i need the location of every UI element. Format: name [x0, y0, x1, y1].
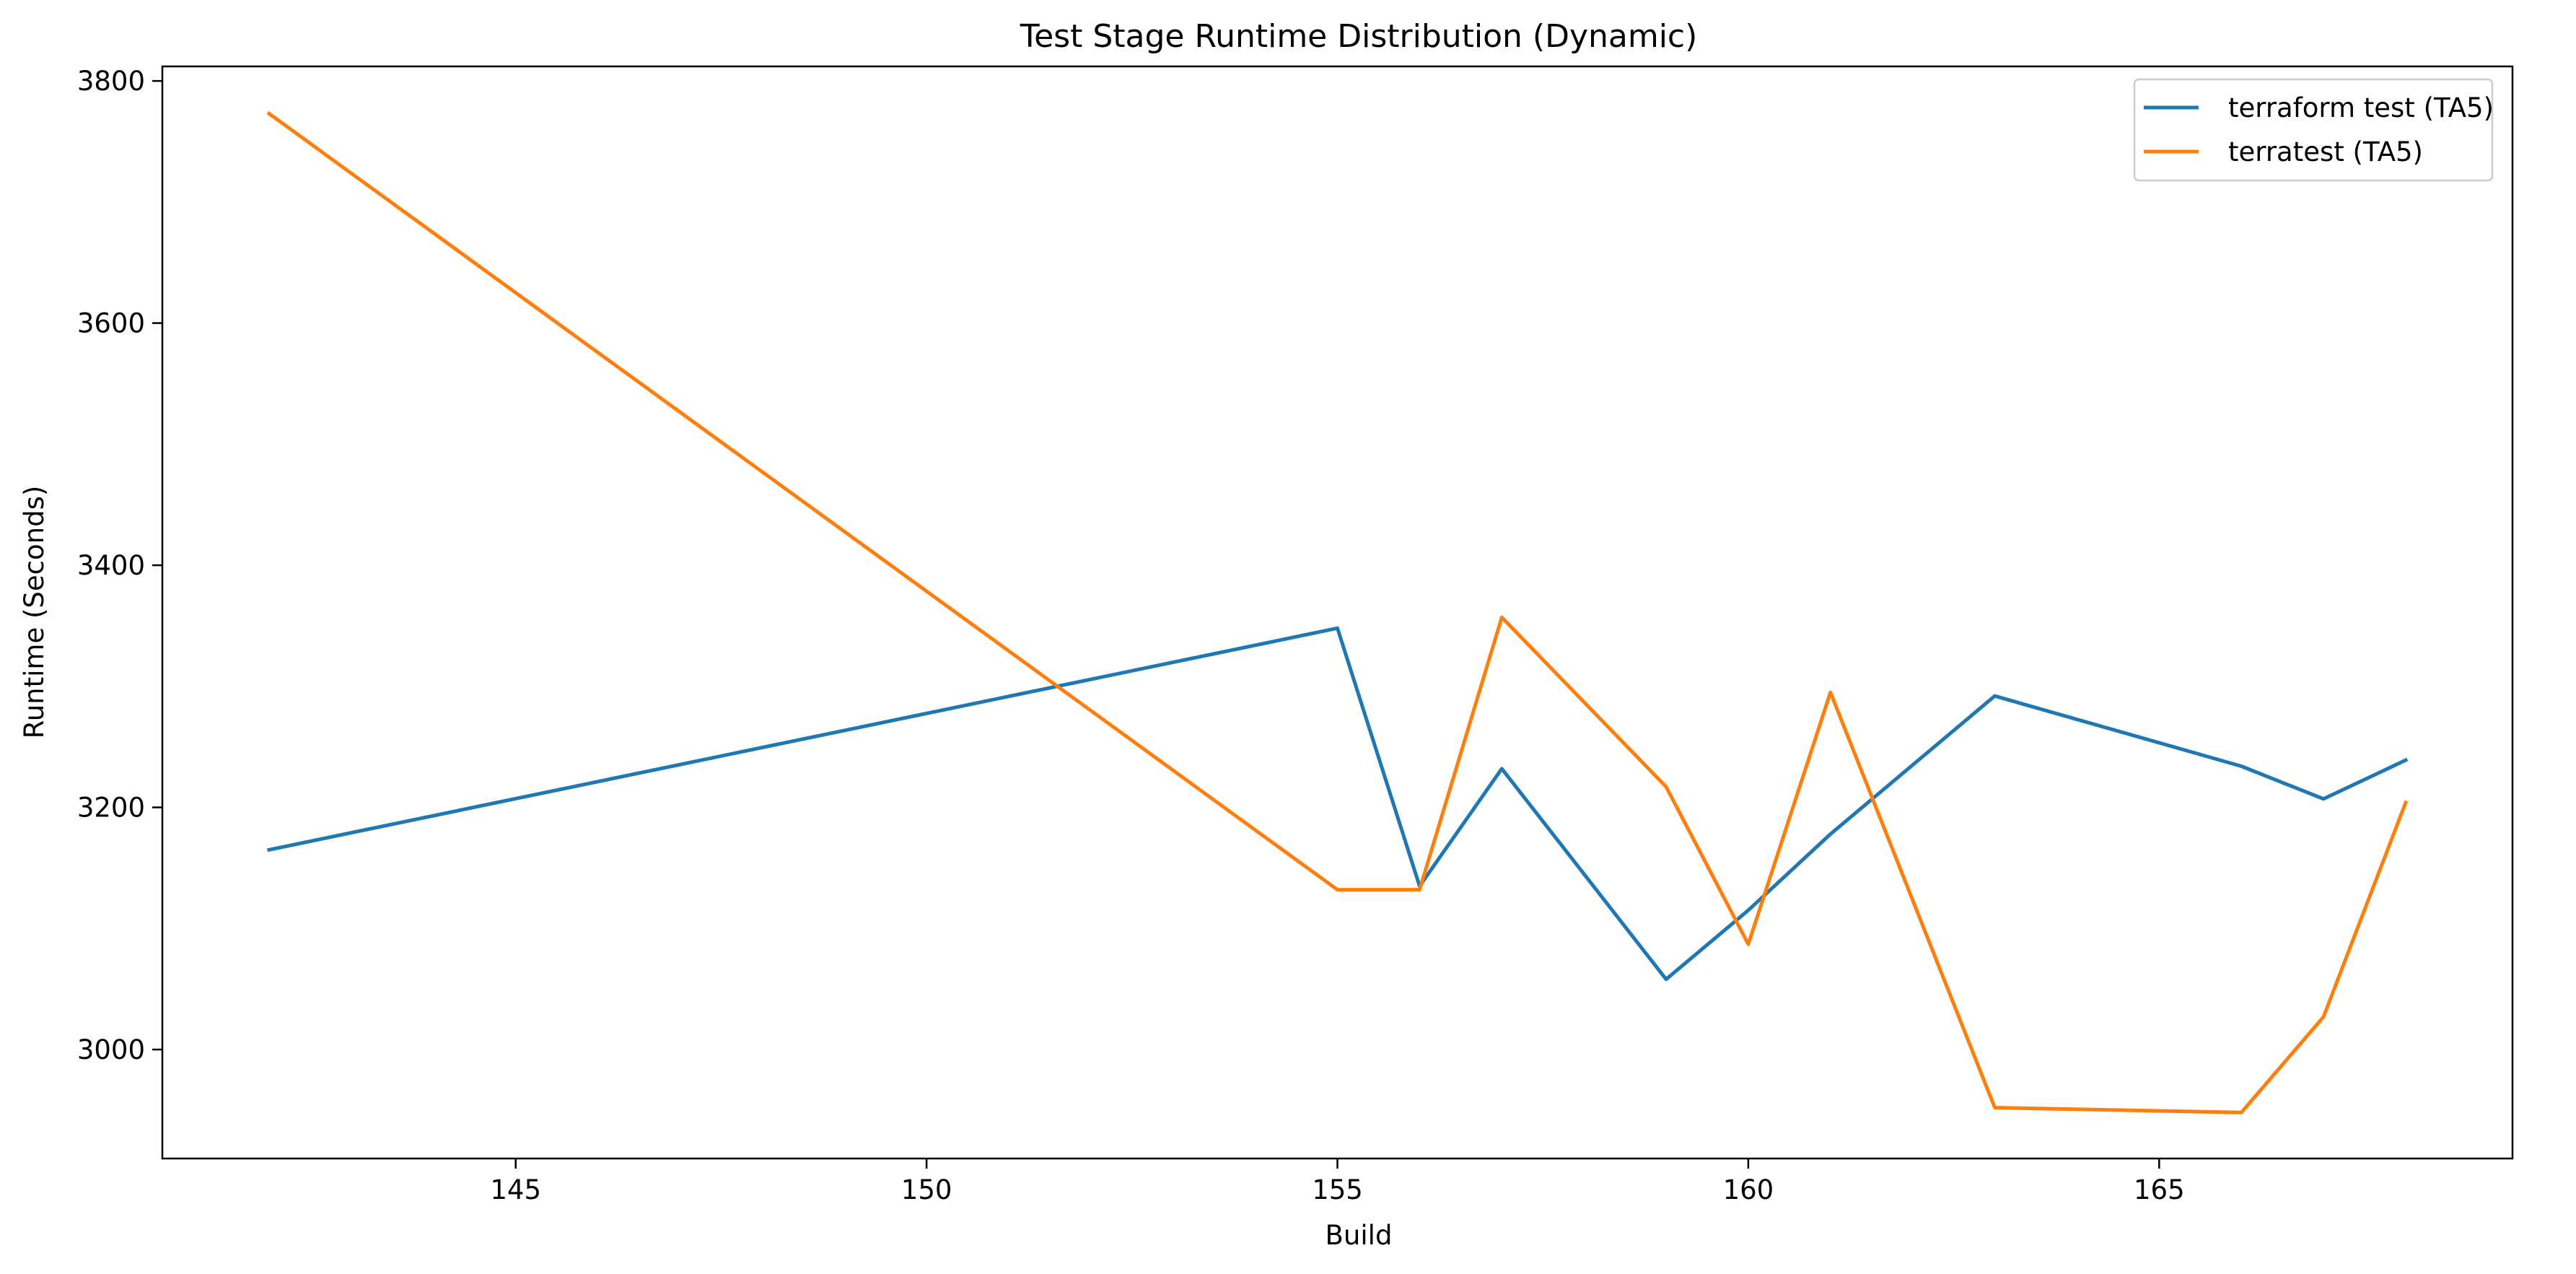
y-axis-label: Runtime (Seconds): [19, 486, 50, 739]
chart-title: Test Stage Runtime Distribution (Dynamic…: [1020, 18, 1698, 55]
x-tick-label: 165: [2134, 1174, 2185, 1205]
series-line-terraform-test: [267, 626, 2409, 982]
y-tick-label: 3800: [77, 66, 145, 97]
series-line-terratest: [266, 110, 2409, 1114]
x-tick-label: 155: [1312, 1174, 1363, 1205]
legend-box: [2133, 78, 2494, 182]
y-tick-label: 3200: [77, 793, 145, 824]
x-tick-label: 160: [1723, 1174, 1774, 1205]
y-tick-label: 3600: [77, 308, 145, 339]
x-tick-label: 150: [901, 1174, 952, 1205]
x-tick-label: 145: [490, 1174, 541, 1205]
legend-label-terratest: terratest (TA5): [2228, 136, 2423, 167]
y-axis: 3000 3200 3400 3600 3800: [77, 66, 162, 1065]
series-layer: [266, 110, 2409, 1114]
y-tick-label: 3000: [77, 1034, 145, 1065]
legend: terraform test (TA5) terratest (TA5): [2133, 78, 2494, 182]
y-tick-label: 3400: [77, 550, 145, 581]
x-axis: 145 150 155 160 165: [490, 1159, 2185, 1205]
legend-label-terraform-test: terraform test (TA5): [2228, 92, 2494, 123]
x-axis-label: Build: [1326, 1220, 1393, 1251]
